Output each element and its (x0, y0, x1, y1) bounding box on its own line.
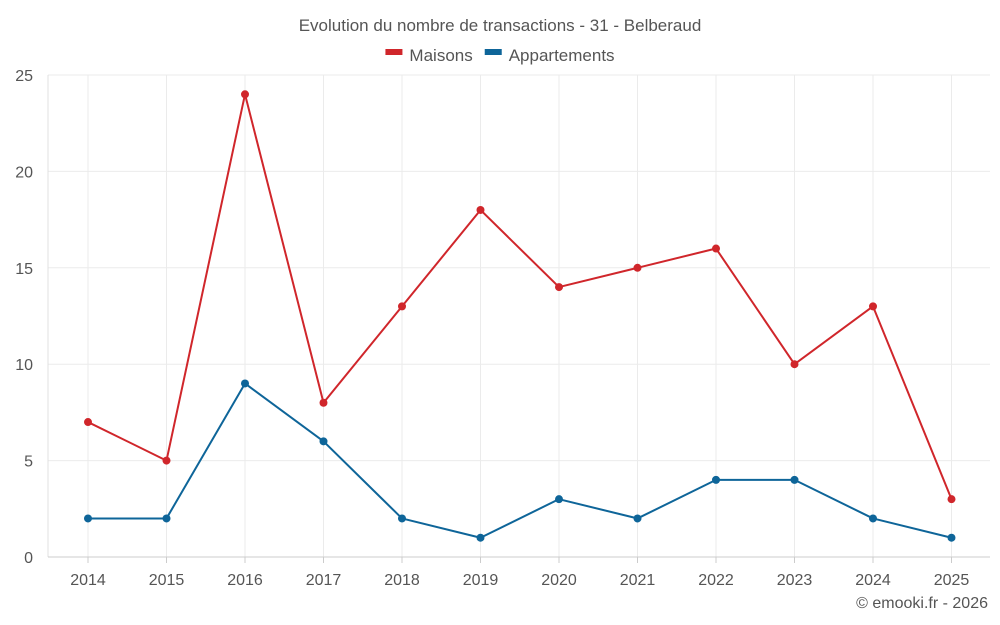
legend-swatch (385, 49, 403, 55)
x-tick-label: 2021 (620, 572, 656, 589)
data-point[interactable] (869, 514, 877, 523)
legend: Maisons Appartements (385, 46, 615, 65)
y-tick-label: 20 (15, 164, 33, 181)
data-point[interactable] (241, 90, 249, 99)
series-maisons (84, 90, 956, 504)
data-point[interactable] (476, 533, 485, 542)
data-point[interactable] (555, 283, 563, 292)
legend-label: Maisons (409, 46, 472, 65)
x-tick-label: 2018 (384, 572, 420, 589)
data-point[interactable] (84, 418, 92, 427)
series-line (87, 93, 953, 500)
y-tick-label: 15 (15, 261, 33, 278)
x-tick-label: 2014 (70, 572, 106, 589)
x-tick-label: 2016 (227, 572, 263, 589)
series-line (88, 382, 952, 539)
data-point[interactable] (162, 456, 171, 465)
legend-item-appartements[interactable]: Appartements (484, 46, 615, 65)
data-point[interactable] (869, 302, 877, 311)
chart-title: Evolution du nombre de transactions - 31… (299, 16, 702, 35)
y-tick-label: 10 (15, 357, 33, 374)
data-point[interactable] (712, 475, 720, 484)
data-point[interactable] (633, 263, 642, 272)
data-point[interactable] (241, 379, 249, 388)
x-tick-label: 2023 (777, 572, 813, 589)
data-point[interactable] (947, 533, 956, 542)
data-point[interactable] (84, 514, 92, 523)
series-appartements (84, 379, 956, 542)
data-point[interactable] (947, 495, 956, 504)
copyright-text: © emooki.fr - 2026 (856, 595, 988, 612)
data-point[interactable] (398, 302, 406, 311)
x-tick-label: 2020 (541, 572, 577, 589)
y-tick-label: 5 (24, 454, 33, 471)
data-point[interactable] (555, 495, 563, 504)
legend-label: Appartements (509, 46, 615, 65)
data-point[interactable] (476, 205, 485, 214)
x-tick-label: 2015 (149, 572, 185, 589)
data-point[interactable] (790, 475, 799, 484)
x-tick-label: 2025 (934, 572, 970, 589)
data-point[interactable] (319, 437, 328, 446)
y-tick-label: 0 (24, 550, 33, 567)
grid-lines (48, 74, 990, 557)
y-tick-label: 25 (15, 68, 33, 85)
data-point[interactable] (790, 360, 799, 369)
x-tick-label: 2017 (306, 572, 342, 589)
legend-swatch (484, 49, 502, 55)
data-point[interactable] (319, 398, 328, 407)
data-point[interactable] (162, 514, 171, 523)
x-tick-label: 2024 (855, 572, 891, 589)
data-point[interactable] (398, 514, 406, 523)
data-point[interactable] (633, 514, 642, 523)
series-layer (84, 90, 956, 542)
x-tick-label: 2022 (698, 572, 734, 589)
legend-item-maisons[interactable]: Maisons (385, 46, 473, 65)
data-point[interactable] (712, 244, 720, 253)
x-tick-label: 2019 (463, 572, 499, 589)
